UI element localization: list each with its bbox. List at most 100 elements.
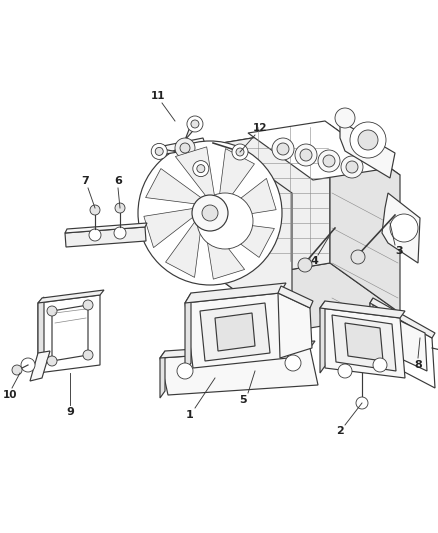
Polygon shape (185, 121, 199, 140)
Polygon shape (160, 341, 315, 358)
Polygon shape (145, 168, 201, 204)
Text: 8: 8 (414, 360, 422, 370)
Text: 5: 5 (239, 395, 247, 405)
Polygon shape (219, 149, 254, 204)
Polygon shape (222, 125, 330, 281)
Circle shape (177, 363, 193, 379)
Circle shape (151, 143, 167, 159)
Text: 11: 11 (151, 91, 165, 101)
Circle shape (358, 130, 378, 150)
Circle shape (83, 300, 93, 310)
Polygon shape (222, 143, 292, 331)
Circle shape (175, 138, 195, 158)
Circle shape (356, 397, 368, 409)
Polygon shape (330, 125, 400, 313)
Circle shape (202, 205, 218, 221)
Text: 9: 9 (66, 407, 74, 417)
Circle shape (236, 148, 244, 156)
Text: 2: 2 (336, 426, 344, 436)
Circle shape (318, 150, 340, 172)
Circle shape (21, 358, 35, 372)
Circle shape (193, 160, 209, 176)
Polygon shape (166, 222, 201, 277)
Polygon shape (65, 227, 146, 247)
Circle shape (335, 108, 355, 128)
Polygon shape (38, 297, 44, 373)
Circle shape (351, 250, 365, 264)
Circle shape (350, 122, 386, 158)
Polygon shape (185, 293, 288, 368)
Circle shape (138, 141, 282, 285)
Polygon shape (370, 298, 373, 355)
Circle shape (197, 165, 205, 173)
Polygon shape (38, 290, 104, 303)
Circle shape (12, 365, 22, 375)
Circle shape (341, 156, 363, 178)
Polygon shape (332, 315, 396, 371)
Circle shape (83, 350, 93, 360)
Circle shape (89, 229, 101, 241)
Polygon shape (185, 283, 286, 303)
Polygon shape (219, 222, 275, 257)
Circle shape (197, 193, 253, 249)
Circle shape (47, 306, 57, 316)
Polygon shape (30, 351, 50, 381)
Polygon shape (175, 147, 215, 196)
Circle shape (90, 205, 100, 215)
Polygon shape (248, 121, 390, 180)
Polygon shape (320, 308, 405, 378)
Circle shape (298, 258, 312, 272)
Circle shape (346, 161, 358, 173)
Text: 7: 7 (81, 176, 89, 186)
Circle shape (390, 214, 418, 242)
Polygon shape (278, 293, 312, 358)
Polygon shape (205, 230, 244, 279)
Circle shape (300, 149, 312, 161)
Polygon shape (192, 152, 205, 172)
Circle shape (180, 143, 190, 153)
Polygon shape (370, 298, 435, 338)
Circle shape (373, 358, 387, 372)
Polygon shape (222, 125, 400, 193)
Polygon shape (160, 348, 318, 395)
Polygon shape (185, 293, 191, 371)
Text: 6: 6 (114, 176, 122, 186)
Polygon shape (38, 295, 100, 373)
Circle shape (192, 195, 228, 231)
Polygon shape (380, 311, 427, 371)
Polygon shape (65, 223, 147, 233)
Circle shape (338, 364, 352, 378)
Polygon shape (320, 301, 325, 373)
Circle shape (191, 120, 199, 128)
Circle shape (155, 148, 163, 156)
Circle shape (272, 138, 294, 160)
Circle shape (295, 144, 317, 166)
Circle shape (277, 143, 289, 155)
Circle shape (114, 227, 126, 239)
Polygon shape (278, 286, 313, 308)
Circle shape (323, 155, 335, 167)
Text: 12: 12 (253, 123, 267, 133)
Circle shape (232, 144, 248, 160)
Polygon shape (227, 179, 276, 217)
Polygon shape (340, 121, 395, 178)
Polygon shape (52, 305, 88, 361)
Polygon shape (370, 303, 435, 388)
Circle shape (115, 203, 125, 213)
Text: 1: 1 (186, 410, 194, 420)
Polygon shape (144, 208, 193, 248)
Polygon shape (382, 193, 420, 263)
Polygon shape (320, 301, 405, 318)
Circle shape (187, 116, 203, 132)
Polygon shape (215, 313, 255, 351)
Polygon shape (200, 303, 270, 361)
Polygon shape (157, 148, 178, 155)
Polygon shape (160, 351, 165, 398)
Circle shape (285, 355, 301, 371)
Circle shape (47, 356, 57, 366)
Text: 10: 10 (3, 390, 17, 400)
Text: 4: 4 (310, 256, 318, 266)
Polygon shape (222, 263, 400, 331)
Polygon shape (163, 138, 207, 158)
Text: 3: 3 (395, 246, 403, 256)
